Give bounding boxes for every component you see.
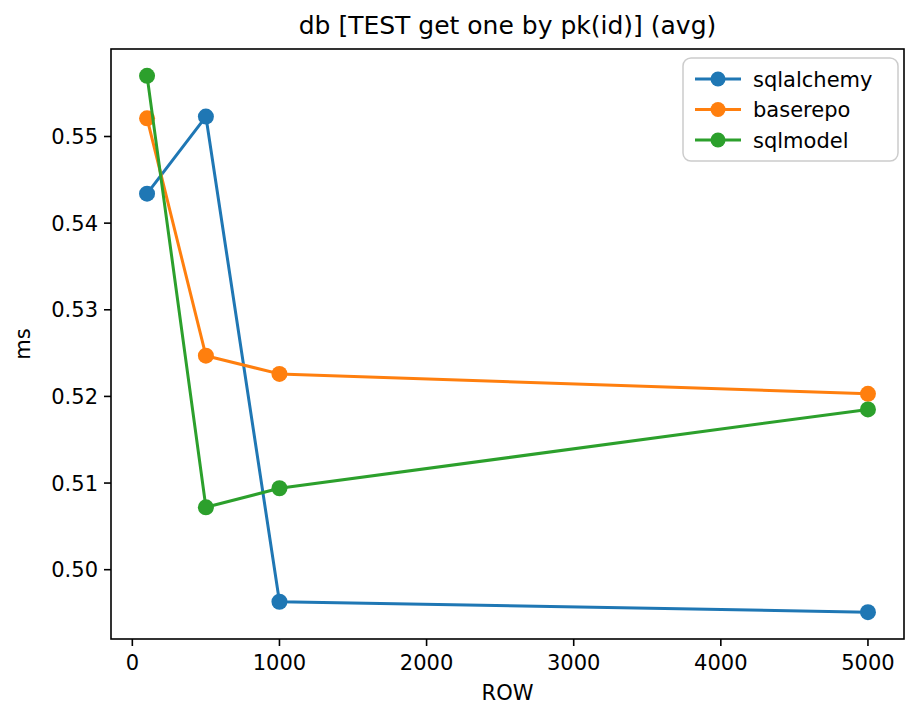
y-tick-label: 0.53: [51, 298, 98, 322]
x-tick-label: 2000: [400, 651, 453, 675]
legend-label-sqlmodel: sqlmodel: [753, 129, 849, 153]
legend-marker-baserepo: [711, 102, 726, 117]
y-tick-label: 0.51: [51, 472, 98, 496]
x-tick-label: 3000: [547, 651, 600, 675]
legend-label-sqlalchemy: sqlalchemy: [753, 68, 872, 92]
series-baserepo-marker: [860, 386, 876, 402]
y-tick-label: 0.50: [51, 558, 98, 582]
chart-title: db [TEST get one by pk(id)] (avg): [299, 11, 717, 40]
y-tick-label: 0.54: [51, 212, 98, 236]
series-sqlalchemy-marker: [860, 604, 876, 620]
legend-marker-sqlalchemy: [711, 72, 726, 87]
series-sqlalchemy-line: [147, 117, 868, 613]
series-sqlmodel-marker: [860, 401, 876, 417]
y-tick-label: 0.52: [51, 385, 98, 409]
x-tick-label: 5000: [841, 651, 894, 675]
x-axis-label: ROW: [482, 681, 534, 705]
x-tick-label: 0: [126, 651, 139, 675]
series-sqlmodel-marker: [198, 499, 214, 515]
series-sqlmodel-marker: [271, 480, 287, 496]
series-baserepo-marker: [198, 348, 214, 364]
x-tick-label: 1000: [253, 651, 306, 675]
series-sqlalchemy-marker: [139, 186, 155, 202]
legend-marker-sqlmodel: [711, 133, 726, 148]
y-axis-label: ms: [11, 328, 35, 359]
y-tick-label: 0.55: [51, 125, 98, 149]
x-tick-label: 4000: [694, 651, 747, 675]
chart-canvas: 0 1000 2000 3000 4000 5000 0.50 0.51 0.52 0.53 0.5…: [0, 0, 919, 721]
series-sqlalchemy-marker: [271, 594, 287, 610]
legend-label-baserepo: baserepo: [753, 98, 850, 122]
series-sqlmodel-marker: [139, 68, 155, 84]
series-sqlalchemy-marker: [198, 109, 214, 125]
series-baserepo-marker: [271, 366, 287, 382]
chart-figure: 0 1000 2000 3000 4000 5000 0.50 0.51 0.52 0.53 0.5…: [0, 0, 919, 721]
